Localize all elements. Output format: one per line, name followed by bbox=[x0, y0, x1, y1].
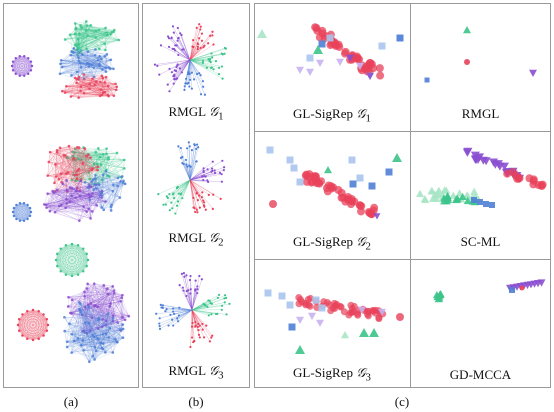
caption-method: GD-MCCA bbox=[449, 367, 512, 382]
caption-index: 2 bbox=[365, 240, 371, 253]
caption-graph: 𝒢 bbox=[356, 235, 366, 250]
panel-a-red-ring bbox=[16, 308, 50, 342]
scatter-glsigrep-2 bbox=[266, 146, 402, 220]
caption-method: RMGL bbox=[168, 104, 206, 119]
panel-c-caption-2: RMGL bbox=[410, 106, 551, 122]
panel-c-caption-3: GL-SigRep 𝒢2 bbox=[254, 234, 410, 253]
caption-index: 2 bbox=[218, 236, 224, 249]
panel-c-caption-4: SC-ML bbox=[410, 234, 551, 250]
panel-c-caption-5: GL-SigRep 𝒢3 bbox=[254, 365, 410, 384]
caption-method: RMGL bbox=[168, 363, 206, 378]
caption-graph: 𝒢 bbox=[356, 366, 366, 381]
caption-graph: 𝒢 bbox=[208, 364, 219, 379]
panel-a-bot-purple bbox=[66, 282, 131, 335]
panel-b-caption-1: RMGL 𝒢1 bbox=[142, 104, 250, 123]
panel-a-top-blue bbox=[58, 47, 115, 81]
panel-c-caption-6: GD-MCCA bbox=[410, 367, 551, 383]
caption-method: RMGL bbox=[461, 106, 500, 121]
panel-b-sublabel: (b) bbox=[188, 394, 204, 409]
panel-a-green-ring bbox=[54, 242, 90, 278]
panel-c-vertical-divider bbox=[410, 3, 411, 388]
caption-method: RMGL bbox=[168, 230, 206, 245]
caption-index: 3 bbox=[365, 371, 371, 384]
panel-a-top-green bbox=[63, 20, 121, 57]
caption-graph: 𝒢 bbox=[208, 231, 219, 246]
panel-a-sublabel: (a) bbox=[63, 394, 79, 409]
panel-a-purple-ring bbox=[10, 55, 34, 77]
panel-a-blue-ring bbox=[11, 202, 33, 222]
panel-a-mid-red bbox=[46, 144, 100, 193]
caption-index: 3 bbox=[218, 369, 224, 382]
panel-c-caption-1: GL-SigRep 𝒢1 bbox=[254, 106, 410, 125]
panel-c-divider-1 bbox=[254, 131, 551, 132]
panel-b-graph-2 bbox=[157, 141, 226, 215]
scatter-scml bbox=[416, 147, 547, 208]
panel-c-divider-2 bbox=[254, 259, 551, 260]
panel-a-top-red bbox=[60, 73, 119, 99]
panel-a-mid-purple bbox=[42, 179, 107, 222]
caption-method: GL-SigRep bbox=[293, 106, 353, 121]
caption-method: SC-ML bbox=[460, 234, 501, 249]
caption-index: 1 bbox=[365, 112, 371, 125]
caption-method: GL-SigRep bbox=[293, 234, 353, 249]
caption-index: 1 bbox=[218, 110, 224, 123]
caption-graph: 𝒢 bbox=[208, 105, 219, 120]
panel-c-sublabel: (c) bbox=[394, 394, 410, 409]
panel-a-bot-blue bbox=[63, 301, 125, 364]
scatter-glsigrep-3 bbox=[264, 289, 404, 354]
panel-a-mid-green bbox=[65, 146, 126, 186]
caption-method: GL-SigRep bbox=[293, 365, 353, 380]
scatter-rmgl bbox=[424, 26, 537, 83]
panel-b-caption-2: RMGL 𝒢2 bbox=[142, 230, 250, 249]
scatter-glsigrep-1 bbox=[257, 23, 404, 80]
caption-graph: 𝒢 bbox=[356, 107, 366, 122]
panel-b-caption-3: RMGL 𝒢3 bbox=[142, 363, 250, 382]
panel-b-graph-1 bbox=[153, 23, 227, 96]
scatter-gdmcca bbox=[432, 279, 546, 303]
panel-a-mid-blue bbox=[83, 169, 127, 212]
panel-b-graph-3 bbox=[155, 271, 231, 349]
